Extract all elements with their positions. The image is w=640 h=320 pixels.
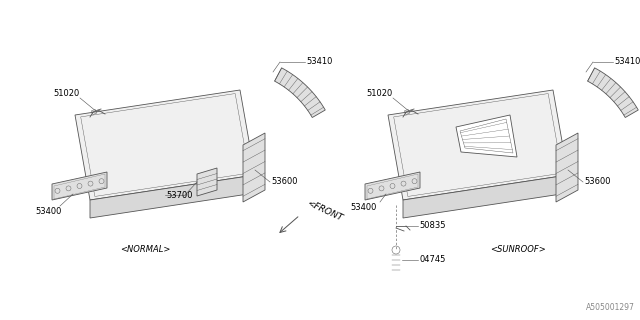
Text: 51020: 51020 [53,89,79,98]
Polygon shape [197,168,217,196]
Polygon shape [388,90,568,200]
Text: 53410: 53410 [614,58,640,67]
Polygon shape [556,133,578,202]
Polygon shape [365,172,420,200]
Text: 51020: 51020 [366,89,392,98]
Polygon shape [456,115,517,157]
Bar [92,109,97,115]
Polygon shape [275,68,325,117]
Text: 53600: 53600 [271,178,298,187]
Text: 53700: 53700 [166,190,193,199]
Polygon shape [403,175,568,218]
Polygon shape [90,175,255,218]
Polygon shape [243,133,265,202]
Polygon shape [52,172,107,200]
Text: <SUNROOF>: <SUNROOF> [490,245,546,254]
Text: 53400: 53400 [350,204,376,212]
Text: 53600: 53600 [584,178,611,187]
Text: 53400: 53400 [35,207,61,217]
Bar [404,109,410,115]
Text: 53410: 53410 [306,58,332,67]
Polygon shape [588,68,638,117]
Text: <NORMAL>: <NORMAL> [120,245,170,254]
Text: A505001297: A505001297 [586,303,635,312]
Text: 04745: 04745 [419,255,445,265]
Text: 50835: 50835 [419,221,445,230]
Text: <FRONT: <FRONT [305,199,344,223]
Polygon shape [75,90,255,200]
